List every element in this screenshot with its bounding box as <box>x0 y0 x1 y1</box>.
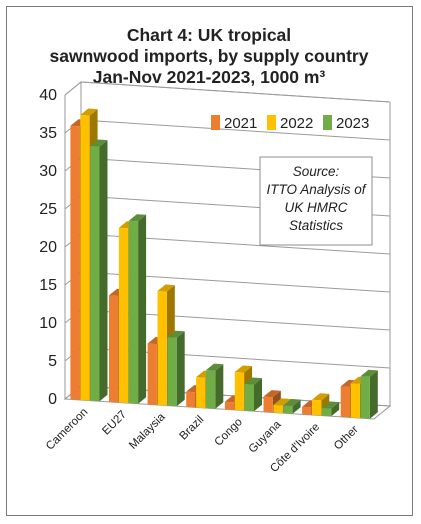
chart-title: Chart 4: UK tropical sawnwood imports, b… <box>50 25 369 87</box>
x-category-label: Cameroon <box>44 406 90 452</box>
y-tick-label: 0 <box>48 391 57 408</box>
y-tick-label: 20 <box>39 239 57 256</box>
legend-label: 2023 <box>336 115 369 132</box>
bar-2023 <box>206 363 224 409</box>
bar-2023 <box>360 369 378 419</box>
legend-swatch <box>267 115 276 130</box>
y-axis-ticks: 0 5 10 15 20 25 30 35 40 <box>39 87 57 408</box>
bars <box>70 108 378 419</box>
bar-2023 <box>244 377 262 412</box>
bar-2023 <box>321 401 340 417</box>
y-tick-label: 25 <box>39 201 57 218</box>
y-tick-label: 40 <box>39 87 57 104</box>
y-tick-label: 5 <box>48 353 57 370</box>
source-line-2: ITTO Analysis of <box>266 182 366 197</box>
legend-label: 2021 <box>224 115 257 132</box>
x-category-label: Brazil <box>177 414 206 443</box>
bar-2023 <box>283 399 301 414</box>
legend-swatch <box>211 115 220 130</box>
source-line-1: Source: <box>293 164 340 179</box>
y-tick-label: 30 <box>39 163 57 180</box>
chart-frame: Chart 4: UK tropical sawnwood imports, b… <box>6 6 413 516</box>
source-line-4: Statistics <box>289 218 343 233</box>
chart-title-line-3: Jan-Nov 2021-2023, 1000 m³ <box>93 67 326 87</box>
source-note: Source: ITTO Analysis of UK HMRC Statist… <box>259 156 373 246</box>
y-tick-label: 10 <box>39 315 57 332</box>
y-tick-label: 15 <box>39 277 57 294</box>
chart-svg: Chart 4: UK tropical sawnwood imports, b… <box>39 25 392 475</box>
x-category-label: EU27 <box>100 409 129 438</box>
bar-2023 <box>128 214 147 404</box>
bar-2023 <box>90 139 108 402</box>
bar-2023 <box>167 330 185 407</box>
legend-label: 2022 <box>280 115 313 132</box>
x-category-label: Other <box>332 424 361 453</box>
source-note-box <box>259 156 373 246</box>
gridline <box>64 81 391 103</box>
x-category-label: Malaysia <box>127 411 168 452</box>
source-line-3: UK HMRC <box>285 200 348 215</box>
y-tick-label: 35 <box>39 125 57 142</box>
x-category-label: Guyana <box>247 418 284 455</box>
legend: 2021 2022 2023 <box>211 115 369 132</box>
legend-swatch <box>323 115 332 130</box>
chart-title-line-1: Chart 4: UK tropical <box>127 25 291 45</box>
chart-title-line-2: sawnwood imports, by supply country <box>50 46 369 66</box>
x-category-label: Congo <box>212 416 244 448</box>
gridline <box>64 271 391 293</box>
